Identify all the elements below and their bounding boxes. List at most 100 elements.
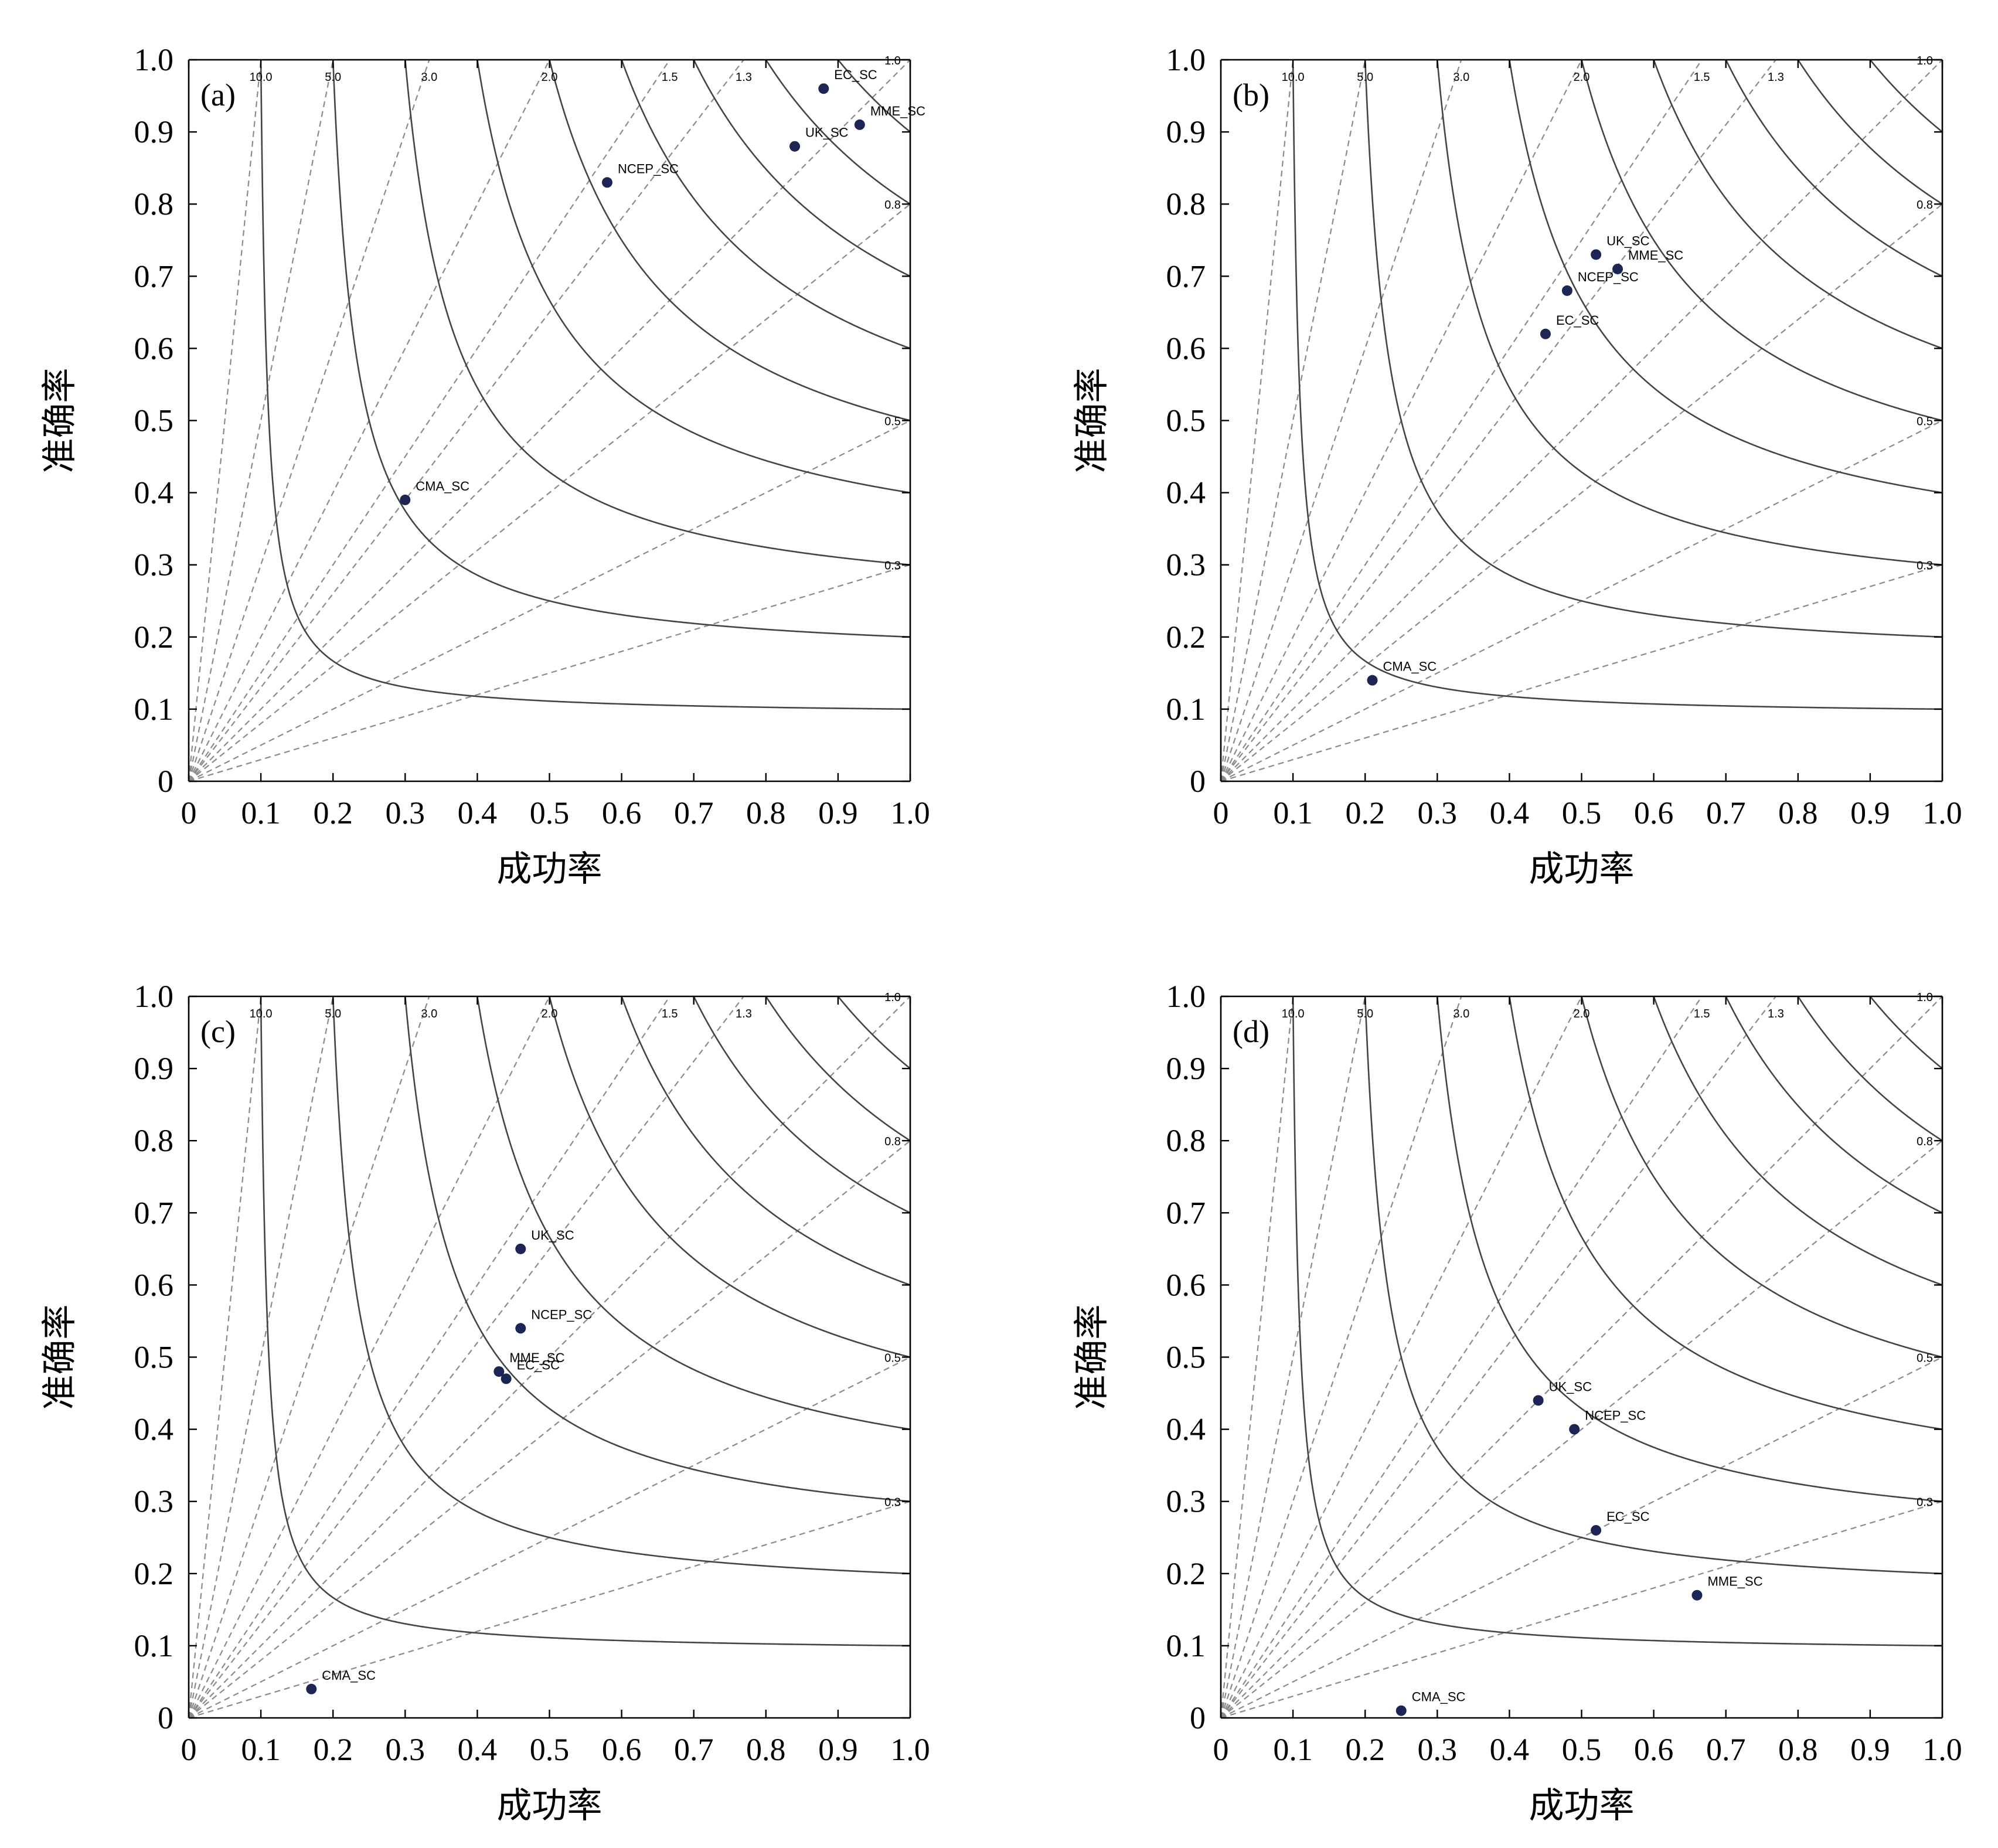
data-point-label: CMA_SC <box>1383 659 1437 674</box>
data-point <box>1395 1705 1407 1716</box>
bias-line <box>1221 1140 1942 1718</box>
bias-label: 3.0 <box>421 71 437 84</box>
bias-label: 0.8 <box>884 1135 901 1148</box>
y-tick-label: 0.8 <box>134 1123 174 1158</box>
bias-label: 0.3 <box>1917 560 1933 573</box>
data-point-label: NCEP_SC <box>618 161 679 176</box>
bias-label: 1.0 <box>1917 991 1933 1004</box>
csi-curve <box>1797 996 1942 1142</box>
csi-curve <box>1437 997 1942 1502</box>
y-tick-label: 0.6 <box>134 331 174 366</box>
data-point-label: MME_SC <box>870 104 925 118</box>
bias-line <box>189 1140 910 1718</box>
y-tick-label: 0.5 <box>1166 1340 1206 1375</box>
y-tick-label: 0.3 <box>1166 1484 1206 1519</box>
y-tick-label: 1.0 <box>1166 42 1206 77</box>
csi-curve <box>1364 998 1942 1575</box>
data-point-label: UK_SC <box>1549 1379 1592 1394</box>
bias-line <box>189 60 910 781</box>
data-point <box>400 494 411 505</box>
bias-label: 2.0 <box>542 71 558 84</box>
data-point <box>1591 249 1602 260</box>
y-tick-label: 0.7 <box>1166 258 1206 294</box>
data-point <box>601 177 612 188</box>
csi-curve <box>1292 1003 1942 1647</box>
x-tick-label: 0.7 <box>1706 1732 1746 1767</box>
bias-label: 0.5 <box>884 416 901 428</box>
bias-line <box>189 996 670 1718</box>
bias-label: 10.0 <box>1282 1008 1305 1020</box>
data-point-label: EC_SC <box>1556 313 1599 328</box>
data-point-label: MME_SC <box>1628 248 1683 263</box>
y-tick-label: 0.5 <box>134 403 174 438</box>
x-tick-label: 0.4 <box>458 1732 498 1767</box>
panel-label: (b) <box>1233 77 1269 113</box>
bias-label: 0.8 <box>884 199 901 212</box>
data-point-label: UK_SC <box>1606 233 1649 248</box>
csi-curve <box>1869 996 1942 1070</box>
x-axis-title: 成功率 <box>1529 1785 1635 1826</box>
y-tick-label: 0.1 <box>1166 1628 1206 1663</box>
y-tick-label: 0.2 <box>134 620 174 655</box>
bias-line <box>1221 996 1776 1718</box>
data-point <box>306 1683 317 1694</box>
bias-line <box>189 996 262 1718</box>
y-tick-label: 0.4 <box>1166 1412 1206 1447</box>
csi-curve <box>621 996 910 1286</box>
data-point <box>1612 263 1623 274</box>
y-tick-label: 0.5 <box>1166 403 1206 438</box>
data-point-label: EC_SC <box>1606 1509 1649 1524</box>
x-tick-label: 0 <box>1213 795 1229 831</box>
y-tick-label: 0.7 <box>134 1195 174 1230</box>
x-tick-label: 0.2 <box>313 1732 353 1767</box>
x-tick-label: 0.4 <box>458 795 498 831</box>
bias-line <box>189 996 334 1718</box>
x-tick-label: 0.1 <box>241 795 281 831</box>
bias-label: 1.5 <box>1694 71 1710 84</box>
y-tick-label: 0 <box>1190 1700 1206 1735</box>
data-point-label: NCEP_SC <box>1585 1408 1646 1423</box>
csi-curve <box>476 996 910 1430</box>
x-tick-label: 0.2 <box>1345 795 1385 831</box>
panel-label: (c) <box>200 1014 236 1049</box>
bias-line <box>189 203 910 781</box>
bias-line <box>1221 60 1942 781</box>
x-tick-label: 0.6 <box>1634 795 1674 831</box>
y-tick-label: 0.7 <box>134 258 174 294</box>
bias-line <box>189 60 262 781</box>
data-point-label: MME_SC <box>1707 1574 1762 1589</box>
x-tick-label: 0.1 <box>1273 1732 1313 1767</box>
bias-label: 3.0 <box>421 1008 437 1020</box>
csi-curve <box>332 62 910 638</box>
bias-label: 0.3 <box>884 1496 901 1509</box>
bias-label: 1.0 <box>884 991 901 1004</box>
data-point-label: UK_SC <box>805 125 848 140</box>
csi-curve <box>260 1003 910 1647</box>
bias-line <box>189 996 744 1718</box>
x-tick-label: 0.8 <box>1778 1732 1818 1767</box>
bias-line <box>1221 1500 1942 1718</box>
bias-label: 2.0 <box>1574 1008 1590 1020</box>
plot-area <box>1221 60 1942 781</box>
bias-line <box>189 1500 910 1718</box>
csi-curve <box>1797 60 1942 205</box>
x-tick-label: 0 <box>181 1732 197 1767</box>
y-tick-label: 0.8 <box>134 186 174 222</box>
data-point <box>854 119 865 130</box>
y-tick-label: 0 <box>1190 764 1206 799</box>
data-point <box>1540 328 1551 339</box>
y-tick-label: 0.9 <box>134 1051 174 1086</box>
bias-label: 10.0 <box>250 1008 273 1020</box>
data-point <box>818 83 829 94</box>
bias-label: 1.5 <box>662 1008 678 1020</box>
csi-curve <box>1581 60 1942 421</box>
y-tick-label: 0.1 <box>134 692 174 727</box>
csi-curve <box>693 60 910 277</box>
data-point <box>1569 1424 1580 1435</box>
bias-line <box>189 996 430 1718</box>
csi-curve <box>765 996 910 1142</box>
data-point-label: CMA_SC <box>1412 1690 1466 1704</box>
bias-line <box>1221 60 1462 781</box>
x-tick-label: 0.8 <box>746 1732 786 1767</box>
